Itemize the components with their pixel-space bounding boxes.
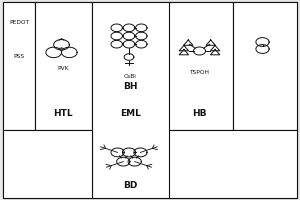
Bar [232,2,297,130]
Text: CsBi: CsBi [124,73,137,78]
Text: PSS: PSS [13,53,25,58]
Bar [92,2,170,198]
Text: HB: HB [192,110,207,118]
Bar [3,2,34,130]
Bar [169,2,232,130]
Text: TSPOH: TSPOH [190,70,209,74]
Text: HTL: HTL [53,110,73,118]
Text: BH: BH [123,82,138,90]
Bar [169,130,297,198]
Bar [3,130,92,198]
Bar [34,2,92,130]
Text: EML: EML [120,110,141,118]
Text: PEDOT: PEDOT [9,21,29,25]
Text: PVK: PVK [57,66,69,71]
Text: BD: BD [123,182,138,190]
